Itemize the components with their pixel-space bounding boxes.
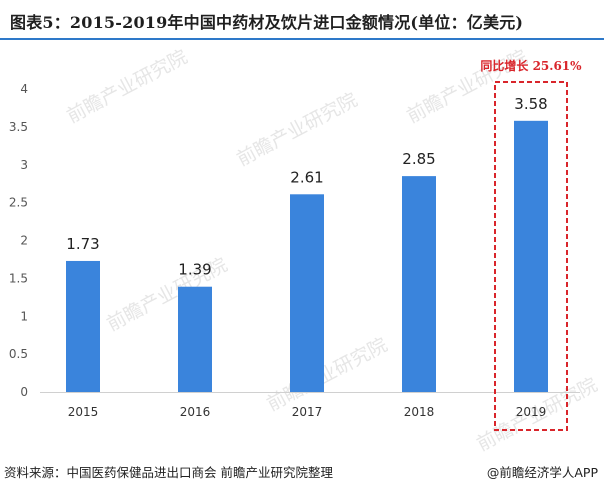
watermark-text: 前瞻产业研究院 — [63, 46, 191, 128]
source-note: 资料来源：中国医药保健品进出口商会 前瞻产业研究院整理 — [4, 465, 333, 480]
watermark-text: 前瞻产业研究院 — [233, 89, 361, 171]
data-label-2015: 1.73 — [66, 235, 99, 253]
bar-2017 — [290, 194, 324, 392]
title-divider — [0, 38, 604, 40]
bar-2018 — [402, 176, 436, 392]
growth-annotation: 同比增长 25.61% — [480, 58, 582, 73]
chart-title: 图表5：2015-2019年中国中药材及饮片进口金额情况(单位：亿美元) — [10, 13, 524, 32]
data-label-2016: 1.39 — [178, 261, 211, 279]
highlight-box — [494, 81, 568, 431]
y-tick-label: 2.5 — [9, 196, 28, 210]
data-label-2018: 2.85 — [402, 150, 435, 168]
data-label-2017: 2.61 — [290, 168, 323, 186]
data-label-2019: 3.58 — [514, 95, 547, 113]
x-tick-label: 2017 — [292, 405, 323, 419]
bar-2019 — [514, 120, 548, 392]
x-tick-label: 2018 — [404, 405, 435, 419]
watermark-text: 前瞻产业研究院 — [263, 334, 391, 416]
y-tick-label: 0.5 — [9, 347, 28, 361]
y-tick-label: 0 — [20, 385, 28, 399]
y-tick-label: 1.5 — [9, 271, 28, 285]
y-tick-label: 2 — [20, 234, 28, 248]
bar-2015 — [66, 260, 100, 392]
x-tick-label: 2015 — [68, 405, 99, 419]
x-tick-label: 2016 — [180, 405, 211, 419]
brand-credit: @前瞻经济学人APP — [486, 465, 598, 480]
x-tick-label: 2019 — [516, 405, 547, 419]
y-tick-label: 1 — [20, 309, 28, 323]
bar-2016 — [178, 286, 212, 392]
y-tick-label: 4 — [20, 82, 28, 96]
y-tick-label: 3 — [20, 158, 28, 172]
y-tick-label: 3.5 — [9, 120, 28, 134]
